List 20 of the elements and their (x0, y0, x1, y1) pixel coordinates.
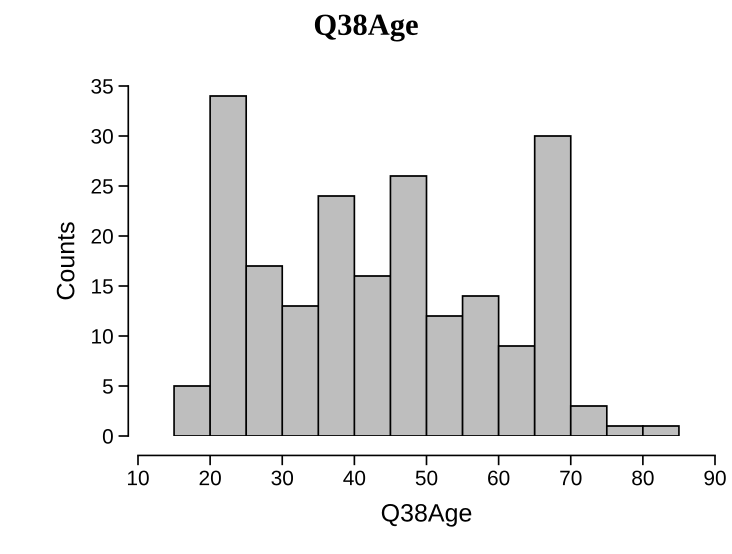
y-tick-label: 5 (102, 379, 113, 394)
x-axis-title: Q38Age (382, 504, 472, 527)
y-tick-label: 30 (91, 129, 113, 144)
y-tick-label: 25 (92, 179, 113, 194)
y-axis-title: Counts (56, 222, 74, 300)
x-tick-label: 80 (632, 470, 654, 486)
x-tick-label: 60 (488, 470, 510, 486)
y-tick-label: 0 (102, 429, 113, 444)
chart-title: Q38Age (314, 14, 418, 42)
y-tick-label: 20 (92, 229, 113, 244)
x-tick-label: 90 (704, 470, 726, 486)
x-tick-label: 10 (128, 470, 149, 486)
x-tick-label: 70 (560, 470, 582, 486)
y-tick-label: 10 (92, 329, 113, 344)
x-tick-label: 50 (416, 470, 438, 486)
x-tick-label: 20 (200, 470, 221, 486)
x-tick-label: 30 (271, 470, 294, 486)
x-tick-label: 40 (343, 470, 366, 486)
y-tick-label: 15 (92, 279, 113, 294)
y-tick-label: 35 (91, 79, 113, 94)
